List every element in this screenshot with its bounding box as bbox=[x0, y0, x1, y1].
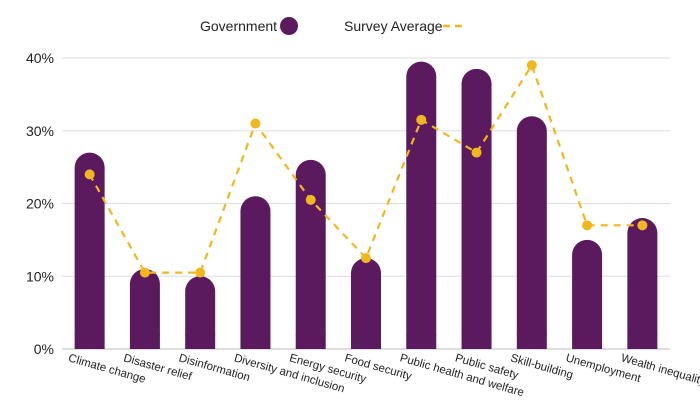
bar-base bbox=[461, 334, 492, 349]
legend-government-marker bbox=[280, 17, 298, 35]
x-category-label: Skill-building bbox=[509, 352, 574, 381]
legend: Government Survey Average bbox=[200, 17, 466, 35]
bar bbox=[461, 68, 492, 349]
bar bbox=[351, 258, 381, 349]
survey-average-point bbox=[250, 118, 261, 129]
y-tick-label: 40% bbox=[26, 50, 54, 66]
bar bbox=[74, 152, 105, 349]
bar-base bbox=[572, 334, 603, 349]
bar-base bbox=[406, 334, 437, 349]
y-tick-label: 30% bbox=[26, 123, 54, 139]
bar bbox=[406, 61, 437, 349]
y-tick-label: 0% bbox=[34, 341, 54, 357]
government-bars bbox=[74, 61, 658, 349]
bar bbox=[516, 116, 547, 349]
survey-average-point bbox=[637, 220, 648, 231]
bar-base bbox=[627, 334, 658, 349]
survey-average-point bbox=[84, 169, 95, 180]
bar-base bbox=[516, 334, 547, 349]
survey-average-point bbox=[582, 220, 593, 231]
bar bbox=[572, 239, 603, 349]
y-tick-label: 10% bbox=[26, 268, 54, 284]
bar bbox=[129, 268, 160, 349]
survey-average-point bbox=[361, 253, 371, 264]
survey-average-point bbox=[139, 267, 150, 278]
legend-government-label: Government bbox=[200, 18, 277, 34]
survey-average-point bbox=[305, 194, 316, 205]
bar-base bbox=[129, 334, 160, 349]
survey-average-point bbox=[526, 60, 537, 71]
legend-survey-average-label: Survey Average bbox=[344, 18, 443, 34]
y-axis: 0% 10% 20% 30% 40% bbox=[26, 50, 54, 357]
bar-base bbox=[240, 334, 271, 349]
survey-average-line bbox=[84, 60, 648, 278]
gridlines bbox=[62, 57, 670, 350]
survey-average-point bbox=[416, 114, 427, 125]
bar bbox=[627, 218, 658, 349]
survey-average-point bbox=[471, 147, 482, 158]
bar bbox=[240, 196, 271, 349]
survey-average-point bbox=[195, 267, 206, 278]
bar bbox=[185, 276, 216, 349]
bar-base bbox=[295, 334, 326, 349]
survey-average-polyline bbox=[88, 62, 643, 274]
bar-base bbox=[351, 334, 381, 349]
bar-base bbox=[185, 334, 216, 349]
bar bbox=[295, 159, 326, 349]
y-tick-label: 20% bbox=[26, 196, 54, 212]
bar-base bbox=[74, 334, 105, 349]
